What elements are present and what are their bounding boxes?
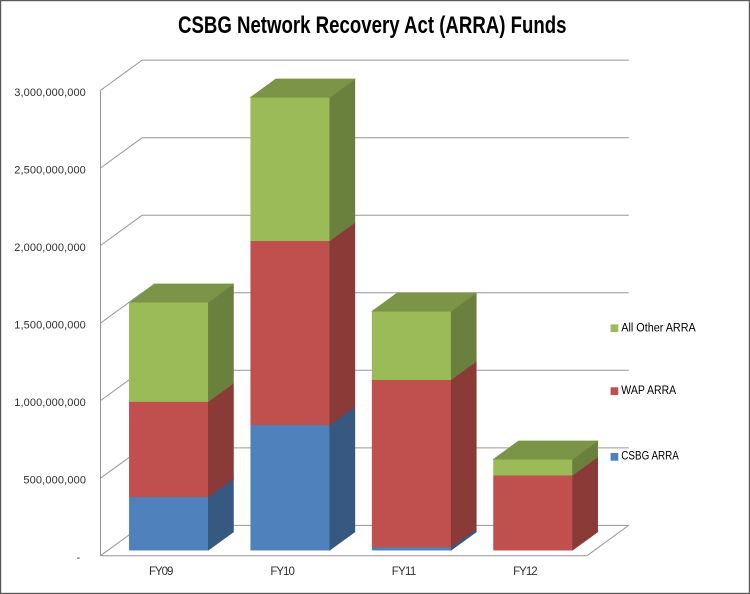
svg-text:1,500,000,000: 1,500,000,000 (14, 320, 86, 332)
svg-text:2,000,000,000: 2,000,000,000 (14, 242, 86, 254)
svg-text:CSBG Network Recovery Act (ARR: CSBG Network Recovery Act (ARRA) Funds (178, 12, 567, 39)
svg-text:500,000,000: 500,000,000 (23, 475, 86, 487)
svg-text:All Other ARRA: All Other ARRA (621, 323, 696, 335)
svg-text:FY09: FY09 (149, 566, 174, 578)
svg-text:FY10: FY10 (270, 566, 295, 578)
svg-text:FY12: FY12 (513, 566, 538, 578)
svg-text:1,000,000,000: 1,000,000,000 (14, 397, 86, 409)
svg-text:-: - (77, 552, 81, 564)
svg-text:3,000,000,000: 3,000,000,000 (14, 87, 86, 99)
svg-text:WAP ARRA: WAP ARRA (621, 385, 676, 397)
svg-text:FY11: FY11 (392, 566, 417, 578)
svg-text:2,500,000,000: 2,500,000,000 (14, 165, 86, 177)
svg-text:CSBG ARRA: CSBG ARRA (621, 450, 679, 462)
